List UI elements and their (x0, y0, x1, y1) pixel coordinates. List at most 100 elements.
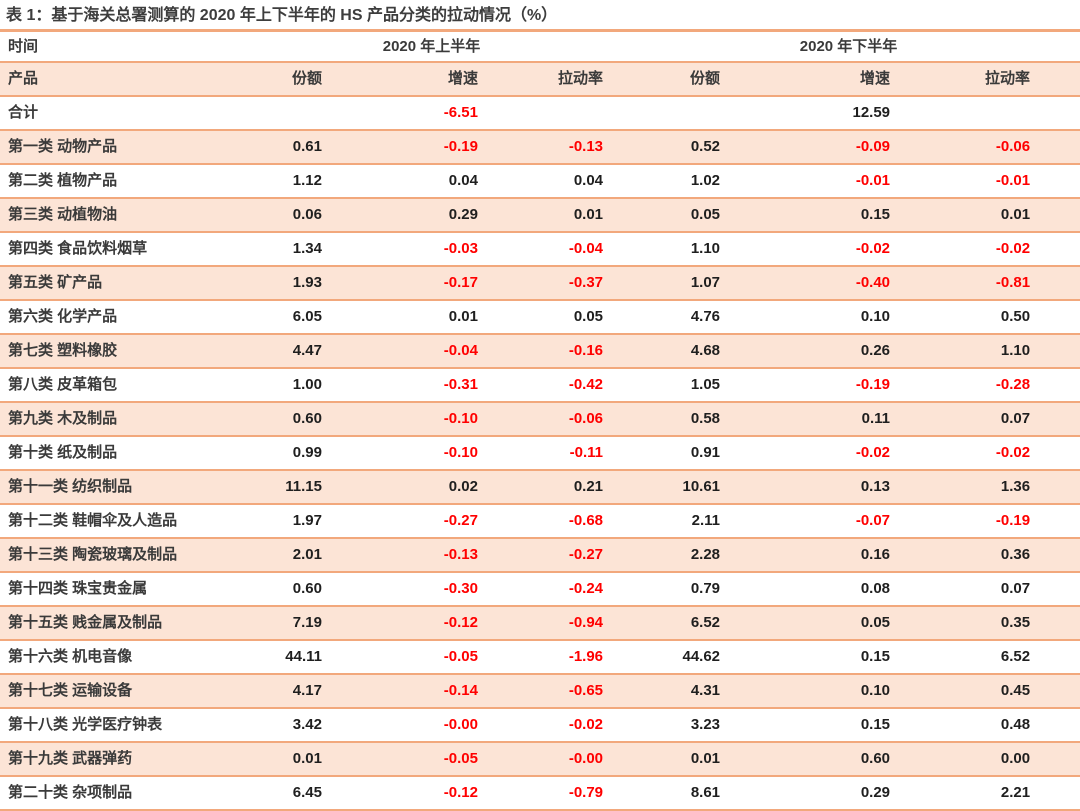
table-row: 第十六类 机电音像 44.11 -0.05 -1.96 44.62 0.15 6.52 (0, 640, 1080, 675)
value-cell: -0.13 (492, 130, 618, 165)
value-cell: -0.19 (904, 504, 1080, 539)
value-cell: 0.04 (336, 164, 492, 199)
value-cell: -0.12 (336, 606, 492, 641)
value-cell: 0.29 (336, 198, 492, 233)
value-cell: 1.93 (246, 266, 336, 301)
value-cell: -0.17 (336, 266, 492, 301)
header-group-first-half: 2020 年上半年 (246, 32, 618, 63)
product-cell: 第六类 化学产品 (0, 300, 246, 335)
value-cell: -0.68 (492, 504, 618, 539)
product-cell: 第二类 植物产品 (0, 164, 246, 199)
value-cell: 0.13 (734, 470, 905, 505)
table-row: 第五类 矿产品 1.93 -0.17 -0.37 1.07 -0.40 -0.81 (0, 266, 1080, 301)
value-cell: 1.00 (246, 368, 336, 403)
value-cell: 0.16 (734, 538, 905, 573)
table-row: 第十九类 武器弹药 0.01 -0.05 -0.00 0.01 0.60 0.00 (0, 742, 1080, 777)
value-cell: 6.52 (904, 640, 1080, 675)
product-cell: 第十八类 光学医疗钟表 (0, 708, 246, 743)
table-row: 第十一类 纺织制品 11.15 0.02 0.21 10.61 0.13 1.36 (0, 470, 1080, 505)
value-cell: 1.05 (617, 368, 735, 403)
header-growth-h2: 增速 (734, 62, 905, 97)
hs-product-pull-table: 时间 2020 年上半年 2020 年下半年 产品 份额 增速 拉动率 份额 增… (0, 32, 1080, 811)
value-cell: -0.19 (734, 368, 905, 403)
header-share-h1: 份额 (246, 62, 336, 97)
value-cell: -0.24 (492, 572, 618, 607)
value-cell: 0.79 (617, 572, 735, 607)
product-cell: 第十五类 贱金属及制品 (0, 606, 246, 641)
value-cell: 1.97 (246, 504, 336, 539)
product-cell: 合计 (0, 96, 246, 131)
value-cell: -0.14 (336, 674, 492, 709)
product-cell: 第九类 木及制品 (0, 402, 246, 437)
value-cell: 2.21 (904, 776, 1080, 811)
value-cell: 7.19 (246, 606, 336, 641)
header-time-label: 时间 (0, 32, 246, 63)
product-cell: 第十六类 机电音像 (0, 640, 246, 675)
product-cell: 第十三类 陶瓷玻璃及制品 (0, 538, 246, 573)
value-cell: -0.02 (734, 232, 905, 267)
value-cell: -0.09 (734, 130, 905, 165)
value-cell: 0.05 (734, 606, 905, 641)
value-cell: -0.02 (904, 232, 1080, 267)
value-cell: 1.10 (617, 232, 735, 267)
value-cell: 0.52 (617, 130, 735, 165)
value-cell: 0.60 (734, 742, 905, 777)
value-cell: -0.04 (336, 334, 492, 369)
value-cell: 6.45 (246, 776, 336, 811)
value-cell: -0.06 (492, 402, 618, 437)
table-row: 第二类 植物产品 1.12 0.04 0.04 1.02 -0.01 -0.01 (0, 164, 1080, 199)
total-row: 合计 -6.51 12.59 (0, 96, 1080, 131)
value-cell: 2.11 (617, 504, 735, 539)
value-cell: -0.94 (492, 606, 618, 641)
value-cell: 44.11 (246, 640, 336, 675)
value-cell: 0.08 (734, 572, 905, 607)
value-cell: -6.51 (336, 96, 492, 131)
value-cell (617, 96, 735, 131)
table-row: 第六类 化学产品 6.05 0.01 0.05 4.76 0.10 0.50 (0, 300, 1080, 335)
value-cell: -0.10 (336, 402, 492, 437)
value-cell: 11.15 (246, 470, 336, 505)
value-cell: -0.28 (904, 368, 1080, 403)
value-cell: 1.02 (617, 164, 735, 199)
value-cell: -0.79 (492, 776, 618, 811)
value-cell: 12.59 (734, 96, 905, 131)
table-row: 第十七类 运输设备 4.17 -0.14 -0.65 4.31 0.10 0.45 (0, 674, 1080, 709)
product-cell: 第十四类 珠宝贵金属 (0, 572, 246, 607)
value-cell: -0.27 (336, 504, 492, 539)
table-row: 第十四类 珠宝贵金属 0.60 -0.30 -0.24 0.79 0.08 0.07 (0, 572, 1080, 607)
value-cell: 0.11 (734, 402, 905, 437)
value-cell: 0.01 (492, 198, 618, 233)
value-cell: 4.47 (246, 334, 336, 369)
value-cell: 0.10 (734, 300, 905, 335)
value-cell: 1.12 (246, 164, 336, 199)
value-cell: 0.48 (904, 708, 1080, 743)
product-cell: 第十七类 运输设备 (0, 674, 246, 709)
value-cell: -0.07 (734, 504, 905, 539)
value-cell: 2.01 (246, 538, 336, 573)
value-cell: 0.01 (246, 742, 336, 777)
header-product-label: 产品 (0, 62, 246, 97)
table-row: 第十八类 光学医疗钟表 3.42 -0.00 -0.02 3.23 0.15 0.48 (0, 708, 1080, 743)
value-cell: 0.01 (904, 198, 1080, 233)
value-cell: 8.61 (617, 776, 735, 811)
value-cell: 10.61 (617, 470, 735, 505)
product-cell: 第十二类 鞋帽伞及人造品 (0, 504, 246, 539)
table-row: 第十五类 贱金属及制品 7.19 -0.12 -0.94 6.52 0.05 0.35 (0, 606, 1080, 641)
value-cell: 6.05 (246, 300, 336, 335)
value-cell: 0.45 (904, 674, 1080, 709)
value-cell: -0.65 (492, 674, 618, 709)
product-cell: 第五类 矿产品 (0, 266, 246, 301)
value-cell: 0.99 (246, 436, 336, 471)
value-cell: 0.04 (492, 164, 618, 199)
value-cell: -0.06 (904, 130, 1080, 165)
table-row: 第十三类 陶瓷玻璃及制品 2.01 -0.13 -0.27 2.28 0.16 0.36 (0, 538, 1080, 573)
product-cell: 第八类 皮革箱包 (0, 368, 246, 403)
value-cell: 0.05 (492, 300, 618, 335)
value-cell (492, 96, 618, 131)
value-cell: 0.01 (336, 300, 492, 335)
value-cell: 1.10 (904, 334, 1080, 369)
value-cell: 6.52 (617, 606, 735, 641)
value-cell: 0.07 (904, 572, 1080, 607)
value-cell: 0.15 (734, 198, 905, 233)
